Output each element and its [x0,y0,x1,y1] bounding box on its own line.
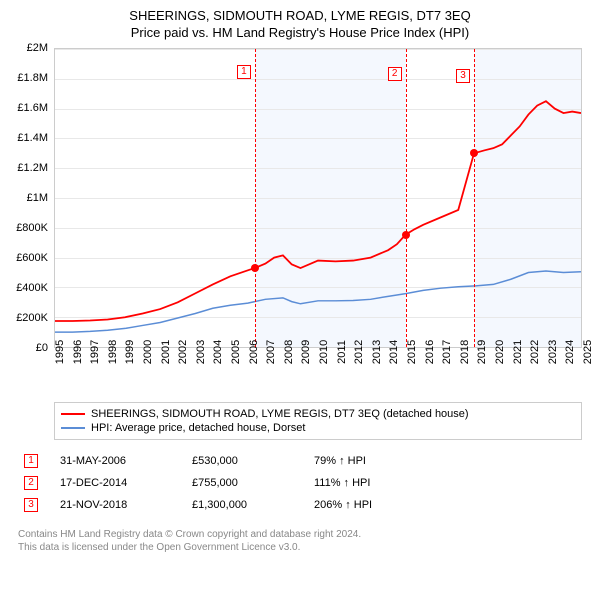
y-tick-label: £0 [36,342,48,354]
y-axis: £0£200K£400K£600K£800K£1M£1.2M£1.4M£1.6M… [8,48,50,348]
sale-marker: 2 [24,476,38,490]
sales-row: 1 31-MAY-2006 £530,000 79% ↑ HPI [24,450,592,472]
x-tick-label: 1999 [124,340,136,364]
plot-area: 1 2 3 [54,48,582,348]
sale-vline [406,49,407,347]
x-tick-label: 1998 [107,340,119,364]
legend-item-property: SHEERINGS, SIDMOUTH ROAD, LYME REGIS, DT… [61,407,575,421]
sale-marker: 3 [24,498,38,512]
x-tick-label: 2007 [265,340,277,364]
y-tick-label: £1.2M [17,162,48,174]
chart-subtitle: Price paid vs. HM Land Registry's House … [8,25,592,40]
sale-pct: 79% ↑ HPI [314,455,434,467]
x-tick-label: 2019 [476,340,488,364]
sale-marker: 1 [24,454,38,468]
sale-date: 31-MAY-2006 [60,455,170,467]
x-tick-label: 2017 [441,340,453,364]
sale-marker: 1 [237,65,251,79]
legend-swatch [61,427,85,429]
x-tick-label: 2001 [160,340,172,364]
sale-dot [251,264,259,272]
sale-pct: 111% ↑ HPI [314,477,434,489]
chart-title: SHEERINGS, SIDMOUTH ROAD, LYME REGIS, DT… [8,8,592,23]
legend-item-hpi: HPI: Average price, detached house, Dors… [61,421,575,435]
x-tick-label: 2006 [248,340,260,364]
footer-attribution: Contains HM Land Registry data © Crown c… [8,524,592,558]
x-tick-label: 2024 [564,340,576,364]
legend-label: HPI: Average price, detached house, Dors… [91,422,305,434]
x-tick-label: 2000 [142,340,154,364]
x-tick-label: 2025 [582,340,594,364]
y-tick-label: £1.6M [17,102,48,114]
sales-row: 3 21-NOV-2018 £1,300,000 206% ↑ HPI [24,494,592,516]
sale-price: £755,000 [192,477,292,489]
sale-pct: 206% ↑ HPI [314,499,434,511]
x-tick-label: 2018 [459,340,471,364]
x-tick-label: 2010 [318,340,330,364]
x-tick-label: 2014 [388,340,400,364]
sales-table: 1 31-MAY-2006 £530,000 79% ↑ HPI 2 17-DEC-201… [24,450,592,516]
legend-swatch [61,413,85,415]
sale-vline [474,49,475,347]
x-tick-label: 2004 [212,340,224,364]
sale-vline [255,49,256,347]
sale-date: 21-NOV-2018 [60,499,170,511]
x-axis: 1995199619971998199920002001200220032004… [54,348,582,378]
sale-price: £530,000 [192,455,292,467]
series-line-hpi [55,271,581,332]
sales-row: 2 17-DEC-2014 £755,000 111% ↑ HPI [24,472,592,494]
x-tick-label: 2020 [494,340,506,364]
footer-line: This data is licensed under the Open Gov… [18,541,582,554]
y-tick-label: £1.4M [17,132,48,144]
x-tick-label: 2016 [424,340,436,364]
series-line-property [55,101,581,321]
x-tick-label: 1996 [72,340,84,364]
y-tick-label: £1.8M [17,72,48,84]
sale-marker: 2 [388,67,402,81]
x-tick-label: 2022 [529,340,541,364]
sale-price: £1,300,000 [192,499,292,511]
legend-label: SHEERINGS, SIDMOUTH ROAD, LYME REGIS, DT… [91,408,469,420]
y-tick-label: £400K [16,282,48,294]
x-tick-label: 2021 [512,340,524,364]
x-tick-label: 2005 [230,340,242,364]
x-tick-label: 1995 [54,340,66,364]
x-tick-label: 2023 [547,340,559,364]
x-tick-label: 2012 [353,340,365,364]
y-tick-label: £800K [16,222,48,234]
y-tick-label: £600K [16,252,48,264]
x-tick-label: 2009 [300,340,312,364]
x-tick-label: 2008 [283,340,295,364]
sale-marker: 3 [456,69,470,83]
x-tick-label: 2002 [177,340,189,364]
sale-dot [470,149,478,157]
sale-dot [402,231,410,239]
y-tick-label: £200K [16,312,48,324]
x-tick-label: 2011 [336,340,348,364]
x-tick-label: 2015 [406,340,418,364]
x-tick-label: 2003 [195,340,207,364]
line-layer [55,49,581,347]
y-tick-label: £2M [27,42,48,54]
legend: SHEERINGS, SIDMOUTH ROAD, LYME REGIS, DT… [54,402,582,440]
chart-area: £0£200K£400K£600K£800K£1M£1.2M£1.4M£1.6M… [54,48,582,378]
y-tick-label: £1M [27,192,48,204]
x-tick-label: 2013 [371,340,383,364]
sale-date: 17-DEC-2014 [60,477,170,489]
x-tick-label: 1997 [89,340,101,364]
chart-container: SHEERINGS, SIDMOUTH ROAD, LYME REGIS, DT… [0,0,600,566]
footer-line: Contains HM Land Registry data © Crown c… [18,528,582,541]
title-block: SHEERINGS, SIDMOUTH ROAD, LYME REGIS, DT… [8,8,592,40]
